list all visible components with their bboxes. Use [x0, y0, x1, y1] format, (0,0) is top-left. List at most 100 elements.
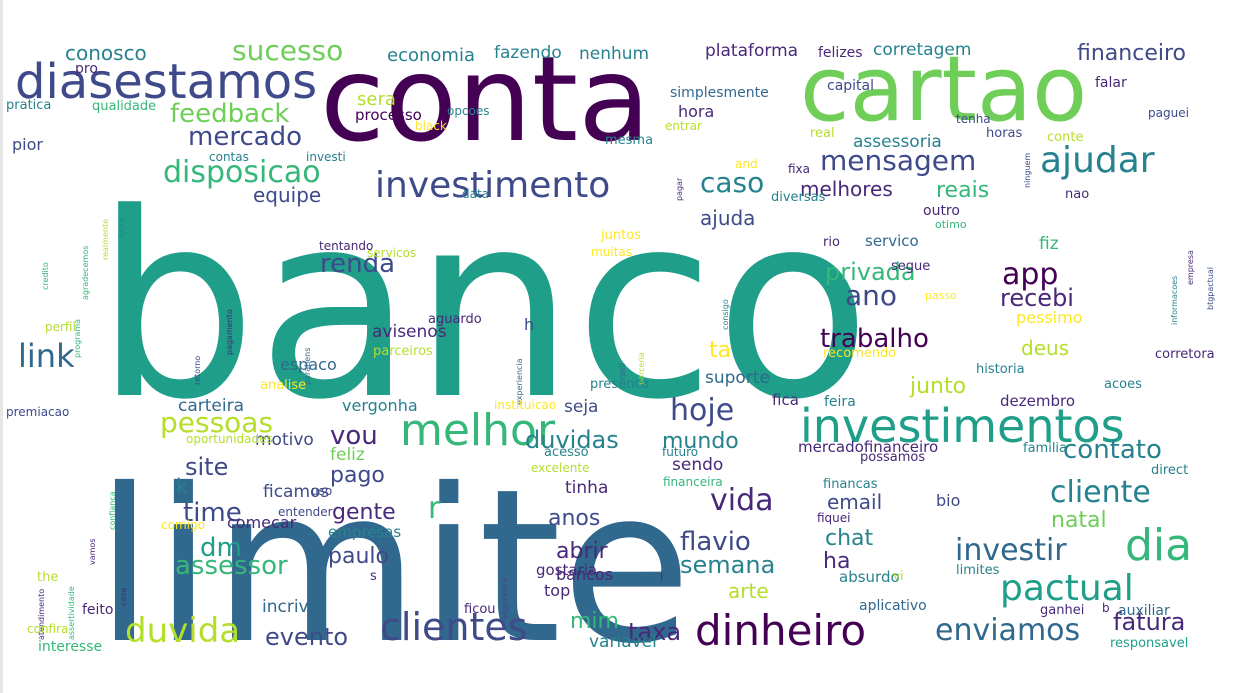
- cloud-word: instituicao: [494, 398, 556, 412]
- cloud-word: dm: [200, 533, 242, 563]
- cloud-word: informacoes: [1170, 276, 1179, 325]
- cloud-word: banco: [95, 159, 871, 456]
- cloud-word: investir: [955, 533, 1067, 568]
- cloud-word: servicos: [367, 246, 416, 260]
- cloud-word: black: [415, 119, 447, 133]
- cloud-word: feito: [82, 602, 114, 618]
- cloud-word: i: [660, 569, 663, 583]
- cloud-word: possamos: [860, 450, 925, 465]
- cloud-word: atendimento: [37, 589, 46, 640]
- cloud-word: tentando: [319, 239, 373, 253]
- cloud-word: processo: [355, 106, 422, 124]
- cloud-word: pago: [330, 463, 385, 488]
- cloud-word: ano: [845, 279, 897, 312]
- cloud-word: variavel: [589, 632, 657, 652]
- cloud-word: sendo: [672, 455, 723, 475]
- cloud-word: k: [176, 474, 188, 498]
- cloud-word: caso: [700, 166, 764, 199]
- cloud-word: outro: [923, 203, 960, 219]
- cloud-word: gente: [332, 500, 396, 525]
- cloud-word: corretagem: [873, 40, 971, 60]
- image-border: [0, 0, 3, 693]
- cloud-word: felizes: [818, 45, 863, 61]
- cloud-word: assertividade: [67, 586, 76, 640]
- cloud-word: semana: [680, 551, 775, 579]
- cloud-word: pagamento: [225, 309, 234, 355]
- cloud-word: b: [1102, 601, 1110, 615]
- cloud-word: btgpactual: [1206, 267, 1215, 310]
- cloud-word: entrar: [665, 119, 702, 133]
- cloud-word: perfil: [45, 320, 76, 334]
- cloud-word: mundo: [662, 429, 739, 454]
- cloud-word: disposicao: [163, 155, 321, 190]
- cloud-word: pactual: [1000, 568, 1134, 609]
- cloud-word: deus: [1021, 336, 1069, 360]
- cloud-word: agradecemos: [81, 246, 90, 300]
- cloud-word: investi: [306, 150, 346, 164]
- cloud-word: abrir: [556, 539, 609, 564]
- cloud-word: conosco: [65, 41, 147, 65]
- cloud-word: feliz: [330, 445, 365, 465]
- cloud-word: equipe: [253, 183, 321, 207]
- cloud-word: avisenos: [372, 322, 447, 342]
- cloud-word: parceiros: [373, 344, 433, 359]
- cloud-word: incrivel: [262, 597, 324, 617]
- cloud-word: seja: [564, 397, 598, 417]
- cloud-word: duvidas: [525, 426, 619, 454]
- cloud-word: juntos: [600, 228, 641, 243]
- cloud-word: pro: [75, 61, 98, 77]
- cloud-word: bancos: [556, 565, 613, 584]
- cloud-word: ficou: [464, 602, 496, 617]
- cloud-word: passo: [925, 289, 957, 302]
- cloud-word: pratica: [6, 98, 51, 113]
- cloud-word: natal: [1051, 508, 1107, 533]
- cloud-word: time: [183, 498, 242, 528]
- cloud-word: the: [37, 570, 58, 585]
- cloud-word: mensagem: [820, 144, 976, 177]
- cloud-word: simplesmente: [670, 85, 769, 101]
- cloud-word: rio: [823, 235, 840, 250]
- cloud-word: auxiliar: [1118, 603, 1170, 619]
- cloud-word: and: [735, 157, 758, 171]
- cloud-word: vou: [330, 421, 378, 451]
- cloud-word: ajudar: [1040, 140, 1155, 181]
- cloud-word: economia: [387, 45, 475, 66]
- cloud-word: vida: [710, 483, 774, 518]
- cloud-word: hora: [678, 102, 714, 121]
- cloud-word: seguranca: [500, 578, 509, 620]
- cloud-word: enviamos: [935, 613, 1080, 648]
- cloud-word: uso: [311, 484, 332, 498]
- cloud-word: mim: [570, 609, 619, 634]
- cloud-word: gostaria: [536, 561, 597, 579]
- cloud-word: recomendo: [823, 346, 896, 361]
- cloud-word: parceria: [637, 352, 646, 385]
- cloud-word: assessor: [175, 551, 288, 581]
- cloud-word: investimentos: [800, 399, 1125, 453]
- cloud-word: conte: [1047, 130, 1083, 145]
- cloud-word: anos: [548, 506, 600, 531]
- cloud-word: qualidade: [92, 99, 156, 114]
- cloud-word: premiacao: [6, 405, 69, 419]
- cloud-word: ajuda: [700, 206, 755, 230]
- cloud-word: otimo: [935, 218, 967, 231]
- cloud-word: parabens: [303, 348, 312, 385]
- cloud-word: consigo: [721, 299, 730, 330]
- cloud-word: cartao: [800, 37, 1087, 142]
- cloud-word: limite: [95, 443, 692, 690]
- cloud-word: plataforma: [705, 41, 798, 61]
- cloud-word: mercadofinanceiro: [798, 438, 938, 456]
- cloud-word: financeiro: [1077, 41, 1186, 66]
- cloud-word: tinha: [565, 478, 608, 498]
- cloud-word: contato: [1063, 435, 1162, 465]
- cloud-word: financeira: [663, 475, 723, 489]
- cloud-word: vi: [893, 569, 903, 583]
- cloud-word: dinheiro: [695, 606, 866, 655]
- cloud-word: cliente: [1050, 475, 1151, 510]
- cloud-word: feira: [824, 394, 856, 410]
- cloud-word: trabalho: [820, 324, 929, 354]
- cloud-word: diasestamos: [15, 54, 317, 110]
- cloud-word: taxa: [628, 618, 681, 646]
- cloud-word: renda: [320, 249, 395, 279]
- cloud-word: h: [524, 315, 534, 334]
